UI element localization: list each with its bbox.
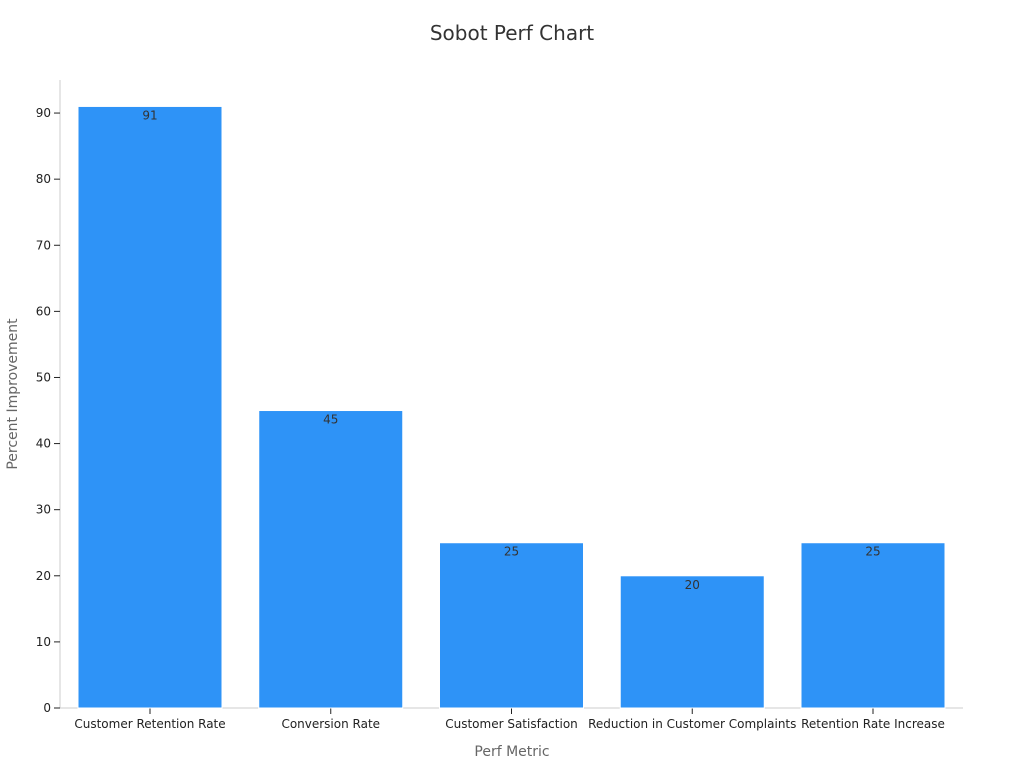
data-label: 45 — [323, 413, 338, 427]
data-label: 20 — [685, 578, 700, 592]
x-tick-label: Conversion Rate — [281, 717, 380, 731]
data-label: 25 — [865, 545, 880, 559]
data-label: 25 — [504, 545, 519, 559]
y-tick-label: 70 — [36, 238, 51, 252]
data-label: 91 — [142, 108, 157, 122]
x-tick-label: Reduction in Customer Complaints — [588, 717, 796, 731]
y-tick-label: 20 — [36, 569, 51, 583]
bar — [77, 105, 223, 709]
bar — [800, 542, 946, 709]
bar — [619, 575, 765, 709]
bar — [258, 410, 404, 709]
y-tick-label: 90 — [36, 106, 51, 120]
y-tick-label: 30 — [36, 503, 51, 517]
x-axis: Customer Retention Rate Conversion Rate Cu… — [60, 707, 963, 731]
x-axis-title: Perf Metric — [474, 744, 549, 760]
chart-title: Sobot Perf Chart — [430, 21, 594, 45]
x-tick-label: Customer Retention Rate — [74, 717, 225, 731]
y-tick-label: 0 — [43, 701, 51, 715]
x-tick-label: Customer Satisfaction — [445, 717, 578, 731]
y-tick-label: 10 — [36, 635, 51, 649]
x-tick-label: Retention Rate Increase — [801, 717, 945, 731]
data-labels: 91 45 25 20 25 — [142, 108, 880, 591]
y-tick-label: 60 — [36, 304, 51, 318]
bar — [439, 542, 584, 709]
bars — [77, 105, 946, 709]
y-axis: 0 10 20 30 40 50 60 70 80 90 — [36, 80, 61, 715]
y-axis-title: Percent Improvement — [5, 318, 21, 470]
y-tick-label: 80 — [36, 172, 51, 186]
y-tick-label: 50 — [36, 370, 51, 384]
y-tick-label: 40 — [36, 437, 51, 451]
